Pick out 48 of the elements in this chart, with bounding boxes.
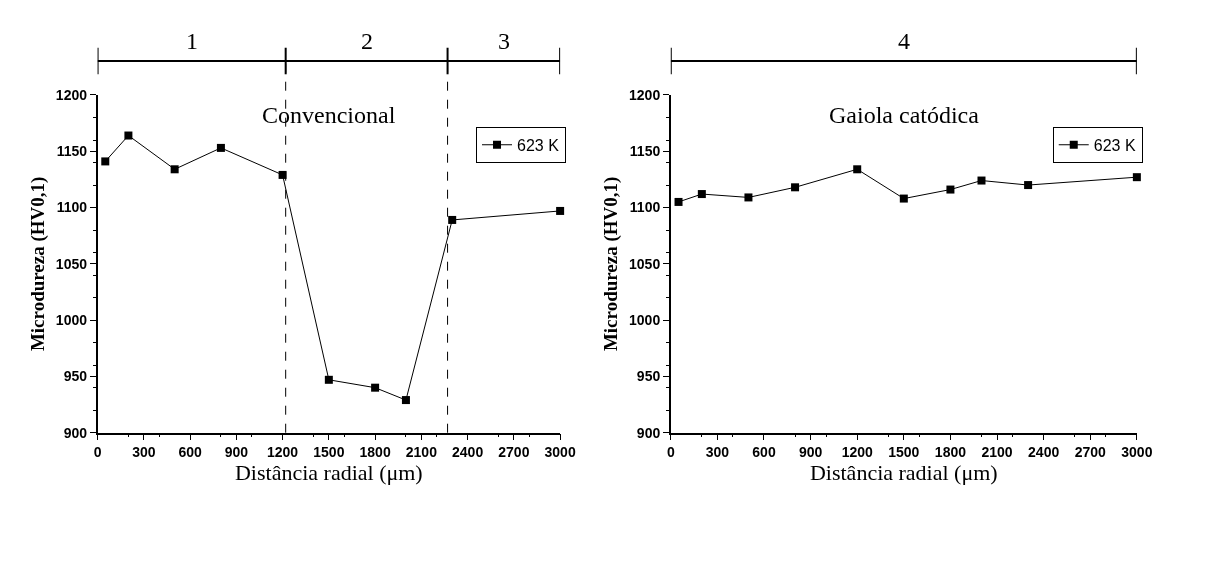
text: 4 xyxy=(898,28,910,54)
y-tick-label: 1200 xyxy=(55,86,88,103)
x-tick-label: 1200 xyxy=(267,444,299,461)
x-tick-label: 1500 xyxy=(313,444,345,461)
y-tick-label: 950 xyxy=(636,368,661,385)
chart-title: Convencional xyxy=(262,102,396,128)
x-tick-label: 2700 xyxy=(498,444,530,461)
y-tick-label: 1000 xyxy=(55,312,88,329)
y-tick-label: 1000 xyxy=(629,312,661,329)
y-tick-label: 1050 xyxy=(55,255,88,272)
x-tick-label: 1500 xyxy=(888,444,920,461)
y-tick-label: 900 xyxy=(63,424,88,441)
x-tick-label: 3000 xyxy=(544,444,576,461)
x-tick-label: 900 xyxy=(224,444,249,461)
x-tick-label: 900 xyxy=(798,444,823,461)
x-tick-label: 0 xyxy=(93,444,102,461)
x-tick-label: 2400 xyxy=(452,444,484,461)
x-tick-label: 2700 xyxy=(1074,444,1107,461)
legend-label: 623 K xyxy=(517,136,560,154)
x-tick-label: 600 xyxy=(178,444,202,461)
chart-title: Gaiola catódica xyxy=(829,102,980,128)
x-axis-title: Distância radial (μm) xyxy=(234,460,423,486)
x-tick-label: 2100 xyxy=(405,444,438,461)
text: 1 xyxy=(186,28,198,54)
y-tick-label: 950 xyxy=(63,368,88,385)
x-tick-label: 0 xyxy=(666,444,675,461)
x-tick-label: 2400 xyxy=(1028,444,1060,461)
text: 3 xyxy=(498,28,510,54)
y-tick-label: 1100 xyxy=(56,199,88,216)
y-axis-title: Microdureza (HV0,1) xyxy=(600,176,623,352)
x-tick-label: 1800 xyxy=(934,444,967,461)
y-tick-label: 1200 xyxy=(629,86,661,103)
y-tick-label: 1150 xyxy=(629,143,661,160)
y-tick-label: 1100 xyxy=(629,199,661,216)
x-tick-label: 2100 xyxy=(981,444,1013,461)
y-tick-label: 900 xyxy=(636,424,661,441)
text: 2 xyxy=(361,28,373,54)
x-tick-label: 600 xyxy=(752,444,776,461)
y-axis-title: Microdureza (HV0,1) xyxy=(27,176,50,352)
x-axis-title: Distância radial (μm) xyxy=(809,460,998,486)
legend-label: 623 K xyxy=(1093,136,1136,154)
y-tick-label: 1150 xyxy=(56,143,88,160)
x-tick-label: 300 xyxy=(705,444,730,461)
x-tick-label: 1800 xyxy=(359,444,391,461)
x-tick-label: 3000 xyxy=(1121,444,1153,461)
y-tick-label: 1050 xyxy=(629,255,661,272)
x-tick-label: 1200 xyxy=(841,444,873,461)
x-tick-label: 300 xyxy=(132,444,156,461)
